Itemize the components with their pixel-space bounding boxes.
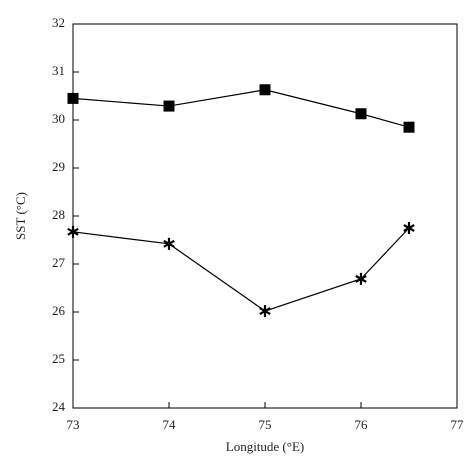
y-tick-label: 31 — [52, 63, 65, 78]
x-tick-label: 73 — [67, 417, 80, 432]
plot-frame — [72, 23, 458, 409]
y-axis-label: SST (°C) — [13, 192, 28, 240]
data-point — [355, 272, 367, 285]
y-tick-label: 29 — [52, 159, 65, 174]
data-point — [259, 84, 271, 96]
x-tick-label: 77 — [451, 417, 465, 432]
data-point — [67, 92, 79, 104]
y-tick-label: 28 — [52, 207, 65, 222]
x-tick-label: 74 — [163, 417, 177, 432]
data-point — [403, 121, 415, 133]
y-tick-label: 32 — [52, 15, 65, 30]
x-axis-label: Longitude (°E) — [226, 439, 304, 454]
data-point — [259, 305, 271, 318]
series-line — [72, 227, 410, 312]
data-point — [355, 108, 367, 120]
data-point — [67, 225, 79, 238]
x-tick-label: 76 — [355, 417, 369, 432]
data-point — [403, 222, 415, 234]
y-tick-label: 24 — [52, 399, 66, 414]
y-tick-label: 30 — [52, 111, 65, 126]
data-point — [163, 237, 175, 250]
y-tick-label: 25 — [52, 351, 65, 366]
y-tick-label: 27 — [52, 255, 66, 270]
y-tick-label: 26 — [52, 303, 66, 318]
data-point — [163, 100, 175, 112]
x-tick-label: 75 — [259, 417, 272, 432]
